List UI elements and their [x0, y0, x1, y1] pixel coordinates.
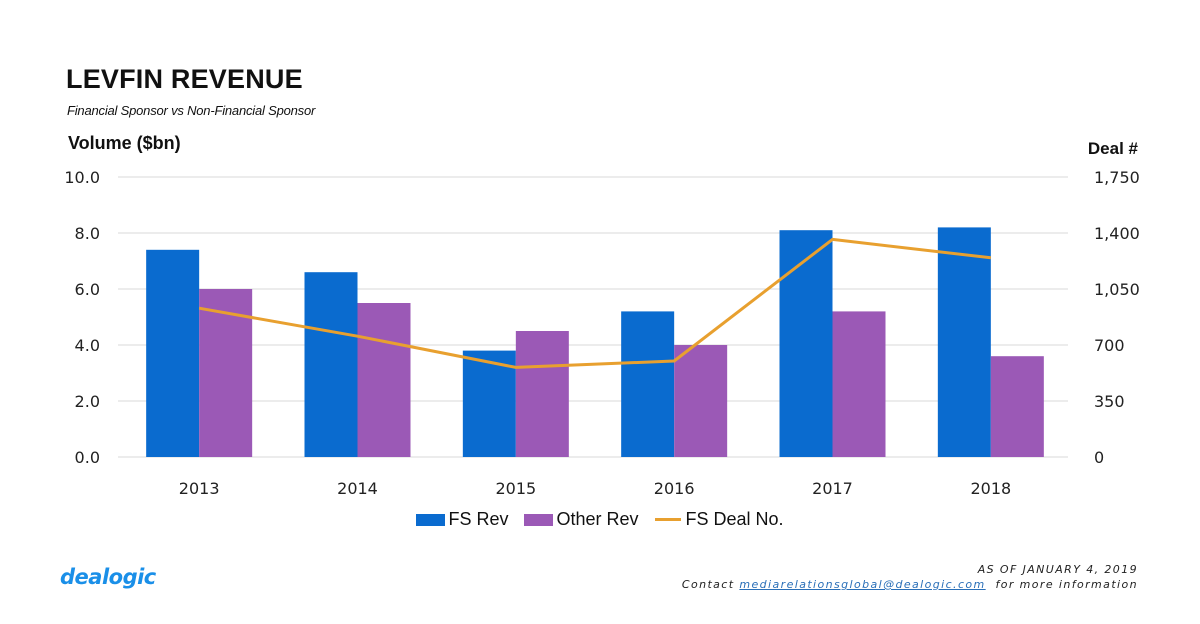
bar-fs-rev	[621, 311, 675, 457]
y-tick-label-left: 8.0	[75, 224, 100, 243]
bar-other-rev	[832, 311, 886, 457]
footer-note: AS OF JANUARY 4, 2019 Contact mediarelat…	[682, 562, 1138, 592]
x-tick-label: 2016	[654, 479, 695, 498]
legend-swatch-fs-rev	[416, 513, 446, 526]
y-tick-label-right: 1,050	[1094, 280, 1140, 299]
bar-fs-rev	[462, 350, 516, 457]
bar-fs-rev	[304, 272, 358, 457]
bar-other-rev	[674, 345, 728, 457]
y-axis-label-right: Deal #	[1087, 139, 1138, 158]
y-axis-label-left: Volume ($bn)	[68, 133, 181, 153]
legend-item-fs-rev: FS Rev	[416, 509, 508, 530]
y-tick-label-right: 350	[1094, 392, 1125, 411]
contact-email-link[interactable]: mediarelationsglobal@dealogic.com	[739, 578, 986, 591]
deal-line	[198, 237, 992, 369]
contact-prefix: Contact	[681, 578, 735, 591]
x-axis: 2013 2014 2015 2016 2017 2018	[179, 479, 1011, 498]
x-tick-label: 2018	[970, 479, 1011, 498]
dealogic-logo: dealogic	[60, 565, 156, 589]
bar-fs-rev	[146, 249, 200, 457]
contact-suffix: for more information	[995, 578, 1138, 591]
as-of-date: AS OF JANUARY 4, 2019	[977, 563, 1138, 576]
y-tick-label-left: 4.0	[75, 336, 100, 355]
bar-other-rev	[357, 303, 411, 457]
legend-item-fs-deal-no: FS Deal No.	[654, 509, 784, 530]
bar-fs-rev	[937, 227, 991, 457]
bar-other-rev	[515, 331, 569, 457]
y-tick-label-right: 700	[1094, 336, 1125, 355]
bar-other-rev	[990, 356, 1044, 457]
legend-swatch-fs-deal-no	[654, 518, 681, 521]
x-tick-label: 2017	[812, 479, 853, 498]
y-tick-label-left: 6.0	[75, 280, 100, 299]
legend-label-fs-rev: FS Rev	[448, 509, 509, 529]
y-axis-right: 0 350 700 1,050 1,400 1,750	[1094, 168, 1140, 467]
y-tick-label-left: 2.0	[75, 392, 100, 411]
contact-line: Contact mediarelationsglobal@dealogic.co…	[682, 577, 1138, 592]
x-tick-label: 2013	[179, 479, 220, 498]
y-tick-label-right: 1,750	[1094, 168, 1140, 187]
legend-item-other-rev: Other Rev	[524, 509, 639, 530]
gridlines	[118, 176, 1068, 458]
y-axis-left: 0.0 2.0 4.0 6.0 8.0 10.0	[64, 168, 100, 467]
chart-subtitle: Financial Sponsor vs Non-Financial Spons…	[67, 103, 316, 118]
x-tick-label: 2015	[495, 479, 536, 498]
x-tick-label: 2014	[337, 479, 378, 498]
legend-label-other-rev: Other Rev	[556, 509, 639, 529]
legend-swatch-other-rev	[524, 513, 554, 526]
bars	[146, 227, 1044, 457]
y-tick-label-right: 0	[1094, 448, 1104, 467]
chart-title: LEVFIN REVENUE	[66, 64, 303, 94]
legend-label-fs-deal-no: FS Deal No.	[685, 509, 784, 529]
legend: FS Rev Other Rev FS Deal No.	[0, 509, 1200, 530]
y-tick-label-left: 0.0	[75, 448, 100, 467]
bar-fs-rev	[779, 230, 833, 457]
line-fs-deal-no	[198, 237, 992, 369]
y-tick-label-left: 10.0	[64, 168, 100, 187]
y-tick-label-right: 1,400	[1094, 224, 1140, 243]
